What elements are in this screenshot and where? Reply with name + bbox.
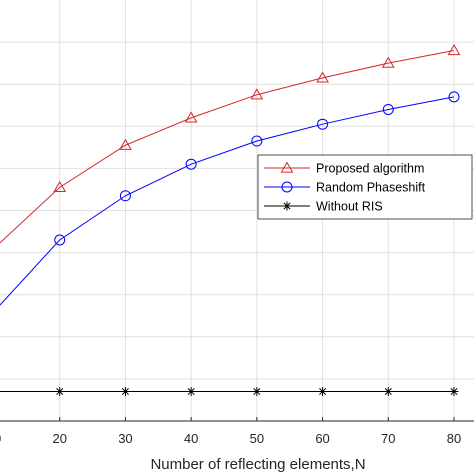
legend-label-0: Proposed algorithm bbox=[316, 162, 424, 176]
series-1-point-7 bbox=[448, 91, 460, 103]
legend-label-2: Without RIS bbox=[316, 200, 383, 214]
x-axis-label: Number of reflecting elements,N bbox=[150, 456, 365, 473]
x-tick-label-7: 80 bbox=[447, 431, 461, 446]
x-tick-label-3: 40 bbox=[184, 431, 198, 446]
legend-item-0: Proposed algorithm bbox=[264, 161, 424, 176]
series-2-point-7 bbox=[449, 387, 459, 397]
series-2-point-3 bbox=[186, 387, 196, 397]
legend-marker-0 bbox=[280, 161, 294, 173]
x-tick-label-6: 70 bbox=[381, 431, 395, 446]
legend-label-1: Random Phaseshift bbox=[316, 181, 426, 195]
series-0-point-1 bbox=[53, 180, 67, 192]
series-0-point-3 bbox=[184, 111, 198, 123]
series-1-point-2 bbox=[119, 190, 131, 202]
series-1 bbox=[0, 91, 460, 306]
series-2 bbox=[0, 387, 459, 397]
x-ticks: 10 20 30 40 50 60 70 80 bbox=[0, 417, 461, 446]
legend-marker-1 bbox=[281, 181, 293, 193]
series-2-point-1 bbox=[55, 387, 65, 397]
series-line-0 bbox=[0, 50, 455, 244]
legend-item-1: Random Phaseshift bbox=[264, 181, 426, 195]
series-2-point-5 bbox=[318, 387, 328, 397]
series-1-point-5 bbox=[317, 118, 329, 130]
series-line-1 bbox=[0, 96, 455, 306]
x-tick-label-2: 30 bbox=[118, 431, 132, 446]
legend-item-2: Without RIS bbox=[264, 200, 383, 214]
series-1-point-4 bbox=[251, 135, 263, 147]
x-tick-label-1: 20 bbox=[52, 431, 66, 446]
series-layer bbox=[0, 44, 461, 397]
series-2-point-2 bbox=[120, 387, 130, 397]
series-1-point-1 bbox=[54, 234, 66, 246]
series-1-point-6 bbox=[382, 103, 394, 115]
series-0-point-4 bbox=[250, 88, 264, 100]
series-2-point-6 bbox=[383, 387, 393, 397]
x-tick-label-5: 60 bbox=[315, 431, 329, 446]
series-0 bbox=[0, 44, 461, 254]
series-0-point-7 bbox=[447, 44, 461, 56]
series-0-point-5 bbox=[316, 71, 329, 83]
x-tick-label-0: 10 bbox=[0, 431, 1, 446]
grid-lines bbox=[0, 0, 474, 421]
legend-marker-2 bbox=[282, 201, 292, 211]
series-0-point-6 bbox=[381, 56, 395, 68]
series-2-point-4 bbox=[252, 387, 262, 397]
series-1-point-3 bbox=[185, 158, 197, 170]
x-tick-label-4: 50 bbox=[250, 431, 264, 446]
legend: Proposed algorithm Random Phaseshift Witho… bbox=[257, 154, 473, 220]
series-0-point-2 bbox=[119, 138, 132, 150]
